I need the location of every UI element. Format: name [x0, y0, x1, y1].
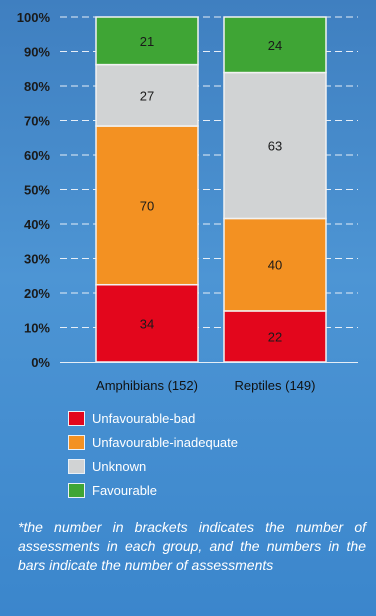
- y-tick-label: 40%: [24, 217, 50, 232]
- data-label: 40: [268, 258, 282, 273]
- legend-label: Unfavourable-inadequate: [92, 434, 238, 450]
- y-tick-label: 60%: [24, 148, 50, 163]
- legend-label: Unfavourable-bad: [92, 410, 196, 426]
- legend: Unfavourable-bad Unfavourable-inadequate U…: [68, 406, 238, 502]
- x-category-label: Amphibians (152): [96, 378, 198, 393]
- y-tick-label: 10%: [24, 321, 50, 336]
- y-tick-label: 30%: [24, 252, 50, 267]
- stacked-bar-chart: 0% 10% 20% 30% 40% 50% 60% 70% 80% 90% 100% 34 70 27 2…: [17, 10, 358, 393]
- y-tick-label: 0%: [31, 355, 50, 370]
- bar-segment: [223, 16, 327, 74]
- footnote: *the number in brackets indicates the nu…: [18, 519, 366, 573]
- y-tick-label: 90%: [24, 45, 50, 60]
- data-label: 24: [268, 38, 282, 53]
- legend-swatch: [68, 410, 85, 426]
- y-tick-label: 20%: [24, 286, 50, 301]
- y-tick-label: 100%: [17, 10, 51, 25]
- legend-label: Favourable: [92, 482, 158, 498]
- bar-segment: [95, 125, 199, 286]
- legend-swatch: [68, 482, 85, 498]
- y-tick-label: 80%: [24, 79, 50, 94]
- x-category-label: Reptiles (149): [235, 378, 316, 393]
- bar-segment: [95, 16, 199, 66]
- bar-segment: [223, 217, 327, 312]
- data-label: 70: [140, 198, 154, 213]
- data-label: 27: [140, 88, 154, 103]
- legend-item: Unknown: [68, 454, 238, 478]
- data-label: 63: [268, 139, 282, 154]
- legend-item: Favourable: [68, 478, 238, 502]
- bar-segment: [223, 71, 327, 220]
- legend-item: Unfavourable-inadequate: [68, 430, 238, 454]
- legend-swatch: [68, 434, 85, 450]
- bar-segment: [223, 310, 327, 363]
- y-tick-label: 70%: [24, 114, 50, 129]
- data-label: 34: [140, 316, 154, 331]
- legend-swatch: [68, 458, 85, 474]
- data-label: 22: [268, 329, 282, 344]
- bar-segment: [95, 63, 199, 127]
- data-label: 21: [140, 34, 154, 49]
- legend-item: Unfavourable-bad: [68, 406, 238, 430]
- y-tick-label: 50%: [24, 183, 50, 198]
- legend-label: Unknown: [92, 458, 147, 474]
